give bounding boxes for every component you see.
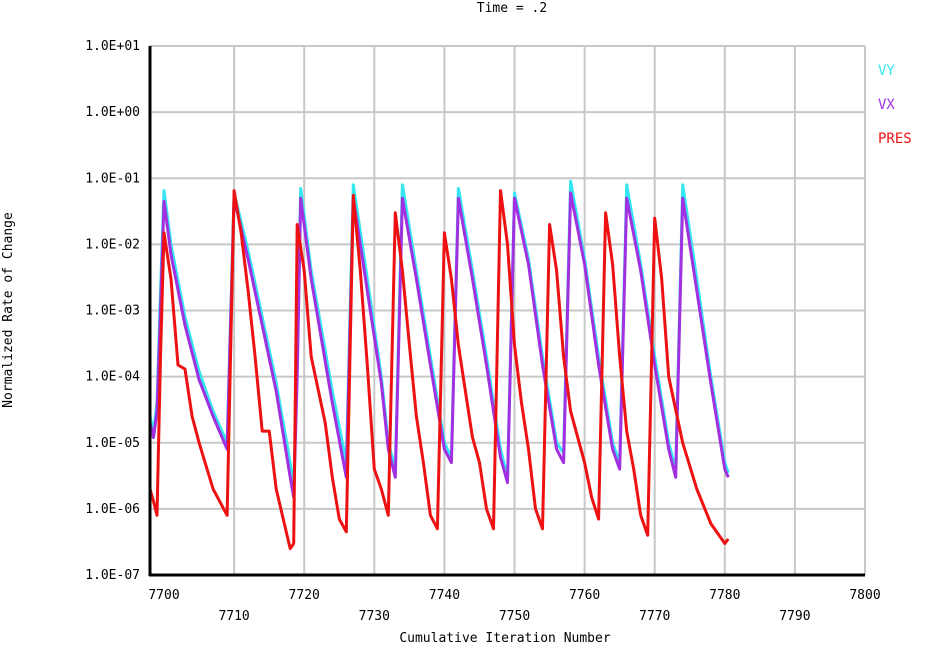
legend: VY VX PRES	[878, 63, 912, 147]
y-tick-label: 1.0E-05	[85, 436, 140, 451]
y-tick-label: 1.0E-01	[85, 171, 140, 186]
y-tick-label: 1.0E+00	[85, 105, 140, 120]
x-tick-label: 7800	[849, 588, 880, 603]
y-tick-label: 1.0E+01	[85, 39, 140, 54]
x-tick-label: 7700	[148, 588, 179, 603]
series-layer	[148, 179, 730, 551]
x-tick-label: 7770	[639, 609, 670, 624]
legend-entry-pres: PRES	[878, 131, 912, 147]
y-tick-label: 1.0E-06	[85, 502, 140, 517]
x-tick-label: 7780	[709, 588, 740, 603]
y-tick-label: 1.0E-04	[85, 370, 140, 385]
grid	[150, 45, 866, 575]
axes	[148, 46, 865, 577]
y-tick-label: 1.0E-03	[85, 304, 140, 319]
x-tick-label: 7720	[289, 588, 320, 603]
legend-entry-vx: VX	[878, 97, 895, 113]
x-tick-label: 7760	[569, 588, 600, 603]
tick-labels: 7700 7710 7720 7730 7740 7750 7760 7770 7780 7790…	[85, 39, 880, 624]
y-axis-label: Normalized Rate of Change	[1, 212, 16, 408]
legend-entry-vy: VY	[878, 63, 895, 79]
x-tick-label: 7790	[779, 609, 810, 624]
chart-title: Time = .2	[477, 1, 547, 16]
x-axis-label: Cumulative Iteration Number	[399, 631, 610, 645]
x-tick-label: 7740	[429, 588, 460, 603]
x-tick-label: 7750	[499, 609, 530, 624]
y-tick-label: 1.0E-07	[85, 568, 140, 583]
series-line-pres	[148, 189, 730, 551]
x-tick-label: 7730	[359, 609, 390, 624]
y-tick-label: 1.0E-02	[85, 237, 140, 252]
x-tick-label: 7710	[218, 609, 249, 624]
